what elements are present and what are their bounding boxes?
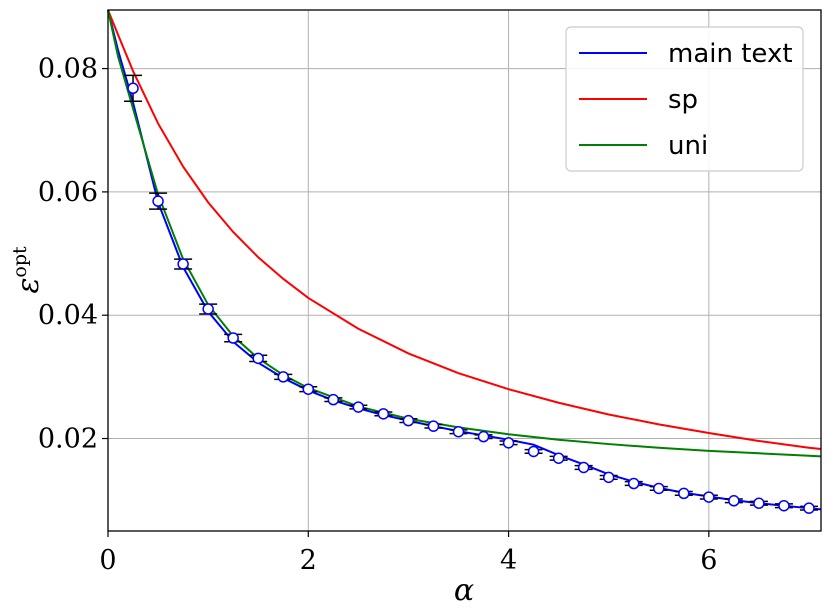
y-axis-label-main: ε	[11, 278, 46, 294]
y-tick-label: 0.04	[38, 300, 98, 331]
data-point	[627, 477, 640, 490]
data-point	[152, 195, 164, 207]
data-point	[552, 452, 565, 464]
data-point	[653, 482, 665, 495]
x-tick-label: 2	[300, 545, 317, 576]
data-point	[477, 430, 490, 443]
y-axis-label: εopt	[9, 246, 46, 294]
data-point	[728, 495, 740, 507]
data-point	[527, 445, 540, 458]
data-point	[703, 491, 715, 503]
data-point	[227, 332, 239, 344]
x-tick-label: 4	[500, 545, 517, 576]
legend: main text sp uni	[565, 26, 804, 172]
data-point	[427, 420, 440, 432]
y-tick-label: 0.02	[38, 424, 98, 455]
ticks: 0 2 4 6 0.02 0.04 0.06 0.08	[38, 54, 718, 576]
plot-frame	[107, 9, 822, 532]
x-axis-label: α	[454, 573, 474, 608]
legend-box	[565, 26, 804, 172]
legend-label: sp	[668, 85, 698, 115]
data-point	[327, 393, 340, 406]
data-point	[778, 499, 790, 512]
data-point	[302, 383, 315, 395]
data-point	[377, 408, 390, 420]
data-point	[577, 461, 590, 474]
data-point	[602, 471, 615, 484]
svg-text:εopt: εopt	[9, 246, 46, 294]
data-markers	[124, 74, 818, 514]
data-point	[177, 258, 189, 270]
y-tick-label: 0.06	[38, 177, 98, 208]
data-point	[678, 487, 690, 500]
data-point	[202, 303, 214, 315]
data-point	[252, 352, 264, 365]
series-line-sp	[107, 9, 822, 450]
data-point	[402, 414, 415, 427]
data-point	[452, 425, 465, 438]
data-point	[127, 82, 139, 95]
x-tick-label: 6	[700, 545, 717, 576]
legend-label: uni	[668, 131, 708, 161]
data-point	[277, 371, 289, 383]
data-point	[803, 502, 815, 514]
y-tick-label: 0.08	[38, 54, 98, 85]
y-axis-label-sup: opt	[9, 246, 31, 278]
legend-label: main text	[668, 39, 793, 69]
data-point	[352, 401, 365, 413]
x-tick-label: 0	[99, 545, 116, 576]
data-point	[502, 437, 515, 449]
data-point	[753, 497, 765, 510]
